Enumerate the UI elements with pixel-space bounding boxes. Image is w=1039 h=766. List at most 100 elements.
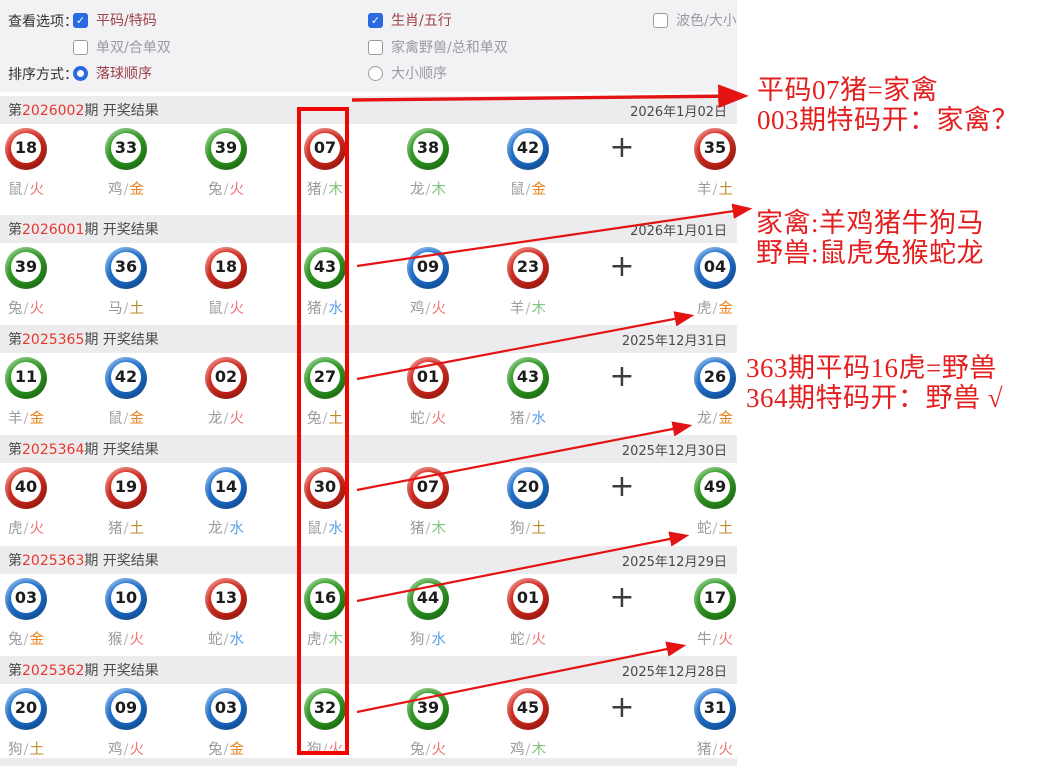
ball-green: 32	[304, 688, 346, 730]
annotation-2: 家禽:羊鸡猪牛狗马 野兽:鼠虎兔猴蛇龙	[756, 208, 984, 268]
period-suffix: 期 开奖结果	[84, 332, 159, 348]
period-number: 2025365	[22, 332, 85, 348]
ball-green: 39	[5, 247, 47, 289]
checkbox-jiaqin-yeshou[interactable]: 家禽野兽/总和单双	[368, 37, 508, 57]
element-text: 木	[531, 301, 546, 317]
slash: /	[123, 521, 129, 537]
zodiac-element-label: 猪/火	[680, 738, 750, 760]
plus-sign: +	[609, 130, 635, 165]
element-text: 火	[328, 742, 343, 758]
ball-number: 10	[111, 583, 141, 613]
zodiac-element-label: 牛/火	[680, 628, 750, 650]
zodiac-text: 鸡	[108, 742, 123, 758]
radio-icon[interactable]	[368, 65, 383, 81]
checkbox-label[interactable]: 家禽野兽/总和单双	[391, 40, 508, 56]
element-text: 土	[328, 411, 343, 427]
draw-header: 第2026001期 开奖结果 2026年1月01日	[0, 215, 737, 243]
ball-red: 18	[205, 247, 247, 289]
draw-header: 第2025362期 开奖结果 2025年12月28日	[0, 656, 737, 684]
checkbox-icon[interactable]: ✓	[73, 12, 88, 28]
period-suffix: 期 开奖结果	[84, 442, 159, 458]
ball-blue: 10	[105, 578, 147, 620]
draw-title: 第2025365期 开奖结果	[8, 329, 159, 349]
element-text: 火	[229, 301, 244, 317]
draw-title: 第2026002期 开奖结果	[8, 100, 159, 120]
draw-result-row: 第2025364期 开奖结果 2025年12月30日 40 虎/火 19 猪/土 14 龙…	[0, 435, 737, 545]
annotation-3: 363期平码16虎=野兽 364期特码开：野兽 √	[746, 353, 1003, 413]
zodiac-text: 马	[108, 301, 123, 317]
zodiac-text: 羊	[8, 411, 23, 427]
zodiac-text: 兔	[8, 632, 23, 648]
zodiac-element-label: 猪/土	[91, 517, 161, 539]
zodiac-text: 兔	[208, 182, 223, 198]
element-text: 火	[718, 632, 733, 648]
zodiac-text: 羊	[697, 182, 712, 198]
draw-date: 2025年12月28日	[621, 664, 727, 680]
zodiac-text: 龙	[410, 182, 425, 198]
checkbox-icon[interactable]	[653, 12, 668, 28]
slash: /	[123, 742, 129, 758]
annotation-line: 平码07猪=家禽	[757, 75, 939, 105]
plus-sign: +	[609, 690, 635, 725]
zodiac-element-label: 鼠/金	[91, 407, 161, 429]
ball-blue: 03	[5, 578, 47, 620]
period-number: 2026002	[22, 103, 85, 119]
checkbox-icon[interactable]: ✓	[368, 12, 383, 28]
slash: /	[23, 301, 29, 317]
element-text: 土	[129, 521, 144, 537]
radio-label[interactable]: 大小顺序	[391, 66, 447, 82]
checkbox-label[interactable]: 平码/特码	[96, 13, 157, 29]
ball-number: 45	[513, 693, 543, 723]
draw-header: 第2026002期 开奖结果 2026年1月02日	[0, 96, 737, 124]
checkbox-label[interactable]: 单双/合单双	[96, 40, 171, 56]
ball-number: 02	[211, 362, 241, 392]
slash: /	[322, 301, 328, 317]
zodiac-text: 兔	[8, 301, 23, 317]
zodiac-text: 狗	[510, 521, 525, 537]
checkbox-pingma-tema[interactable]: ✓ 平码/特码	[73, 10, 157, 30]
zodiac-text: 猴	[108, 632, 123, 648]
checkbox-danshuang[interactable]: 单双/合单双	[73, 37, 171, 57]
view-options-label: 查看选项：	[8, 14, 78, 30]
ball-number: 31	[700, 693, 730, 723]
ball-number: 44	[413, 583, 443, 613]
period-prefix: 第	[8, 553, 22, 569]
zodiac-text: 牛	[697, 632, 712, 648]
ball-blue: 20	[5, 688, 47, 730]
checkbox-icon[interactable]	[73, 39, 88, 55]
radio-drop-order[interactable]: 落球顺序	[73, 63, 152, 83]
element-text: 火	[29, 521, 44, 537]
checkbox-icon[interactable]	[368, 39, 383, 55]
zodiac-element-label: 虎/火	[0, 517, 61, 539]
radio-size-order[interactable]: 大小顺序	[368, 63, 447, 83]
zodiac-element-label: 蛇/火	[393, 407, 463, 429]
zodiac-element-label: 鸡/火	[393, 297, 463, 319]
checkbox-bose-daxiao[interactable]: 波色/大小	[653, 10, 737, 30]
element-text: 火	[431, 411, 446, 427]
period-suffix: 期 开奖结果	[84, 663, 159, 679]
checkbox-shengxiao-wuxing[interactable]: ✓ 生肖/五行	[368, 10, 452, 30]
ball-blue: 36	[105, 247, 147, 289]
zodiac-element-label: 马/土	[91, 297, 161, 319]
checkbox-label[interactable]: 生肖/五行	[391, 13, 452, 29]
checkbox-label[interactable]: 波色/大小	[676, 13, 737, 29]
period-prefix: 第	[8, 103, 22, 119]
element-text: 木	[531, 742, 546, 758]
radio-label[interactable]: 落球顺序	[96, 66, 152, 82]
draw-result-row: 第2026001期 开奖结果 2026年1月01日 39 兔/火 36 马/土 18 鼠/…	[0, 215, 737, 325]
zodiac-text: 鼠	[108, 411, 123, 427]
period-number: 2025363	[22, 553, 85, 569]
slash: /	[712, 301, 718, 317]
ball-number: 17	[700, 583, 730, 613]
zodiac-element-label: 龙/水	[191, 517, 261, 539]
zodiac-text: 蛇	[410, 411, 425, 427]
element-text: 火	[531, 632, 546, 648]
plus-sign: +	[609, 469, 635, 504]
zodiac-element-label: 羊/土	[680, 178, 750, 200]
ball-green: 43	[507, 357, 549, 399]
ball-blue: 42	[507, 128, 549, 170]
slash: /	[322, 742, 328, 758]
radio-icon[interactable]	[73, 65, 88, 81]
zodiac-text: 鼠	[8, 182, 23, 198]
draw-title: 第2025363期 开奖结果	[8, 550, 159, 570]
